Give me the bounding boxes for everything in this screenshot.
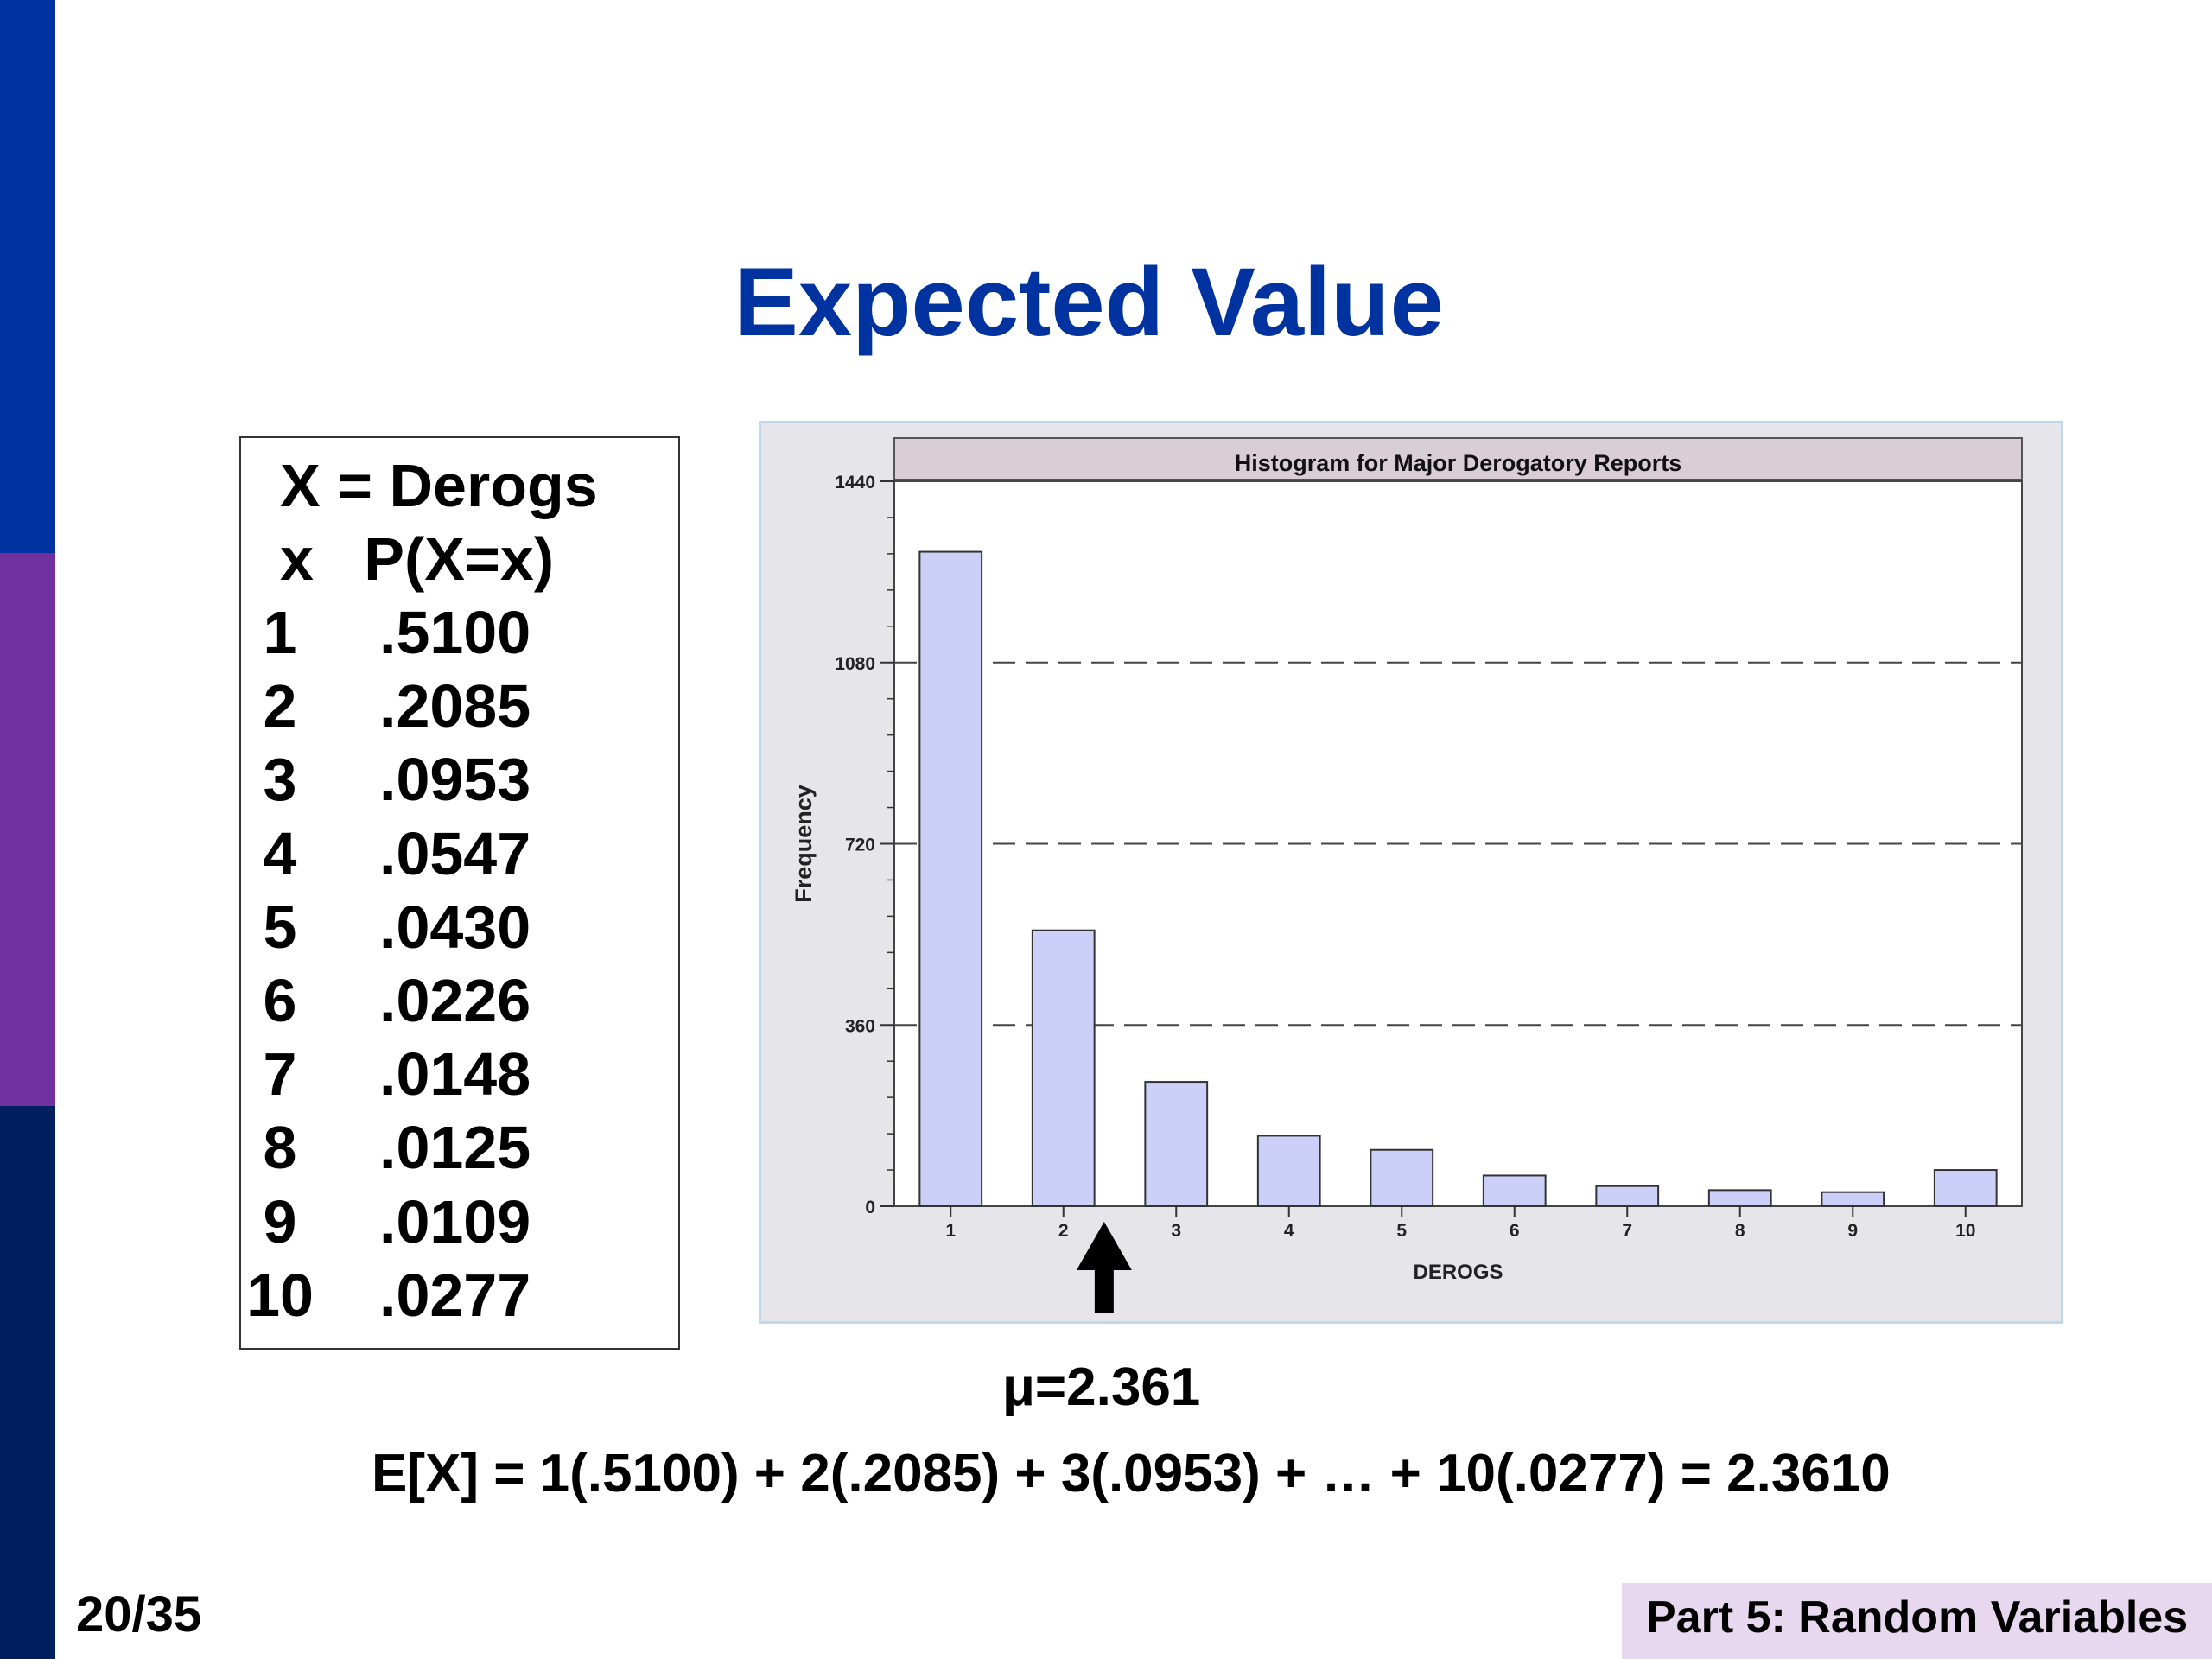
y-axis-label: Frequency [791, 785, 817, 903]
x-tick-label: 4 [1284, 1221, 1294, 1241]
sidebar-band-purple [0, 553, 55, 1106]
table-cell-x: 10 [246, 1261, 314, 1329]
table-col-x: x [280, 525, 314, 593]
histogram-bar [1595, 1185, 1660, 1208]
table-cell-probability: .0226 [379, 967, 531, 1034]
expected-value-formula: E[X] = 1(.5100) + 2(.2085) + 3(.0953) + … [372, 1444, 1891, 1503]
x-axis-label: DEROGS [1413, 1261, 1503, 1284]
histogram-bar [1933, 1169, 1998, 1207]
slide-title: Expected Value [734, 248, 1444, 356]
table-cell-probability: .0125 [379, 1114, 531, 1182]
table-cell-x: 7 [263, 1040, 297, 1109]
table-variable-header: X = Derogs [280, 452, 598, 519]
table-cell-x: 1 [263, 599, 297, 666]
chart-title: Histogram for Major Derogatory Reports [1235, 450, 1682, 476]
sidebar-band-navy [0, 1106, 55, 1659]
histogram-chart: Histogram for Major Derogatory Reports 0 3… [791, 437, 2023, 1313]
table-cell-probability: .2085 [379, 672, 531, 741]
histogram-bar [1370, 1148, 1434, 1207]
chart-title-bar [893, 437, 2023, 480]
histogram-bar [1482, 1174, 1547, 1208]
footer-section-label: Part 5: Random Variables [1646, 1592, 2189, 1643]
mean-label: μ=2.361 [1002, 1357, 1201, 1417]
table-cell-probability: .0547 [379, 819, 531, 887]
x-tick-label: 2 [1058, 1221, 1069, 1241]
table-cell-probability: .0430 [379, 893, 531, 961]
x-tick-label: 6 [1510, 1221, 1520, 1241]
x-tick-label: 8 [1735, 1221, 1745, 1241]
table-cell-probability: .0109 [379, 1187, 531, 1255]
x-tick-label: 3 [1171, 1221, 1181, 1241]
x-tick-label: 7 [1622, 1221, 1632, 1241]
up-arrow-icon [1076, 1222, 1132, 1313]
table-cell-x: 5 [263, 893, 297, 961]
page-number: 20/35 [76, 1586, 202, 1643]
table-column-header: x P(X=x) [280, 524, 554, 594]
y-tick-label: 1080 [835, 654, 875, 674]
table-cell-x: 4 [263, 819, 297, 887]
histogram-bar [1144, 1081, 1209, 1207]
table-cell-probability: .0277 [379, 1261, 531, 1329]
x-tick-label: 5 [1396, 1221, 1407, 1241]
sidebar-band-blue [0, 0, 55, 553]
histogram-bar [1256, 1135, 1321, 1207]
histogram-bar [918, 550, 983, 1207]
table-cell-x: 2 [263, 672, 297, 741]
table-cell-x: 3 [263, 746, 297, 814]
table-cell-x: 9 [263, 1187, 297, 1255]
y-tick-label: 0 [865, 1198, 875, 1217]
x-tick-label: 10 [1955, 1221, 1975, 1241]
table-cell-probability: .5100 [379, 599, 531, 666]
table-cell-probability: .0148 [379, 1040, 531, 1109]
y-tick-label: 1440 [835, 473, 875, 493]
histogram-bar [1821, 1191, 1885, 1207]
probability-table: X = Derogs x P(X=x) 1 .5100 2 .2085 3 .0953 4.… [239, 436, 680, 1350]
table-cell-x: 6 [263, 967, 297, 1034]
histogram-bar [1707, 1189, 1772, 1207]
table-col-p: P(X=x) [364, 525, 555, 593]
footer-section-box: Part 5: Random Variables [1622, 1583, 2212, 1659]
histogram-panel: Histogram for Major Derogatory Reports 0 3… [759, 421, 2063, 1324]
table-cell-probability: .0953 [379, 746, 531, 814]
x-tick-label: 1 [945, 1221, 956, 1241]
x-tick-label: 9 [1847, 1221, 1858, 1241]
y-tick-label: 720 [845, 836, 875, 855]
histogram-bar [1031, 929, 1096, 1207]
y-tick-label: 360 [845, 1016, 875, 1036]
table-cell-x: 8 [263, 1114, 297, 1182]
